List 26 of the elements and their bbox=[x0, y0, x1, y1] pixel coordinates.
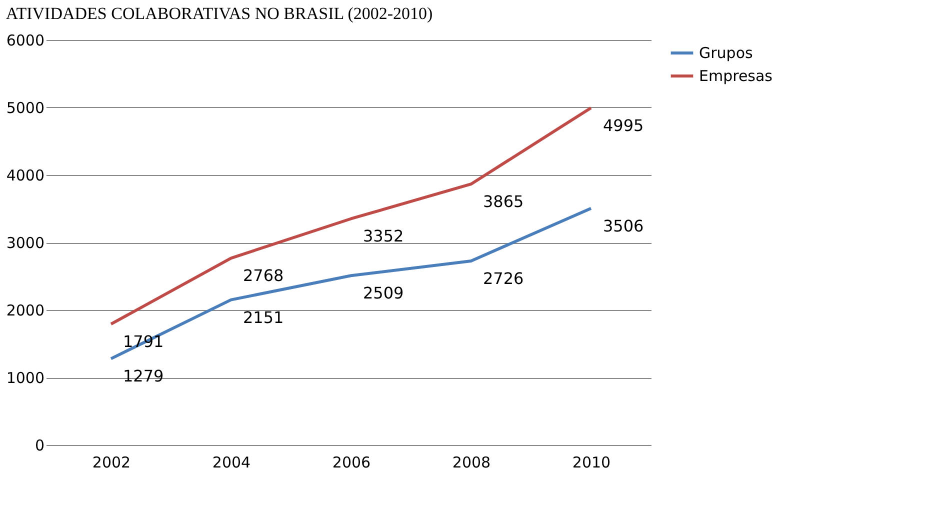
chart-title: ATIVIDADES COLABORATIVAS NO BRASIL (2002-2010) bbox=[6, 4, 433, 23]
legend-label: Grupos bbox=[699, 44, 753, 62]
data-label: 4995 bbox=[603, 116, 644, 135]
line-series bbox=[110, 106, 592, 326]
data-label: 2726 bbox=[483, 268, 524, 288]
data-label: 3506 bbox=[603, 216, 644, 236]
y-tick-label: 3000 bbox=[6, 234, 44, 252]
data-label: 3865 bbox=[483, 192, 524, 212]
y-tick-label: 4000 bbox=[6, 166, 44, 184]
data-label: 2151 bbox=[243, 308, 284, 327]
x-tick-label: 2008 bbox=[452, 454, 491, 472]
x-tick-label: 2010 bbox=[572, 454, 611, 472]
line-series bbox=[110, 206, 592, 360]
data-label: 3352 bbox=[363, 226, 404, 246]
y-tick-label: 5000 bbox=[6, 99, 44, 117]
legend-label: Empresas bbox=[699, 67, 773, 85]
data-label: 2509 bbox=[363, 284, 404, 303]
y-tick-label: 1000 bbox=[6, 369, 44, 387]
y-tick-label: 0 bbox=[34, 436, 44, 454]
data-label: 2768 bbox=[243, 266, 284, 286]
y-tick-label: 6000 bbox=[6, 32, 44, 50]
y-tick-label: 2000 bbox=[6, 302, 44, 320]
x-tick-label: 2004 bbox=[212, 454, 251, 472]
x-tick-label: 2002 bbox=[92, 454, 131, 472]
x-tick-label: 2006 bbox=[332, 454, 371, 472]
data-label: 1279 bbox=[123, 366, 164, 386]
